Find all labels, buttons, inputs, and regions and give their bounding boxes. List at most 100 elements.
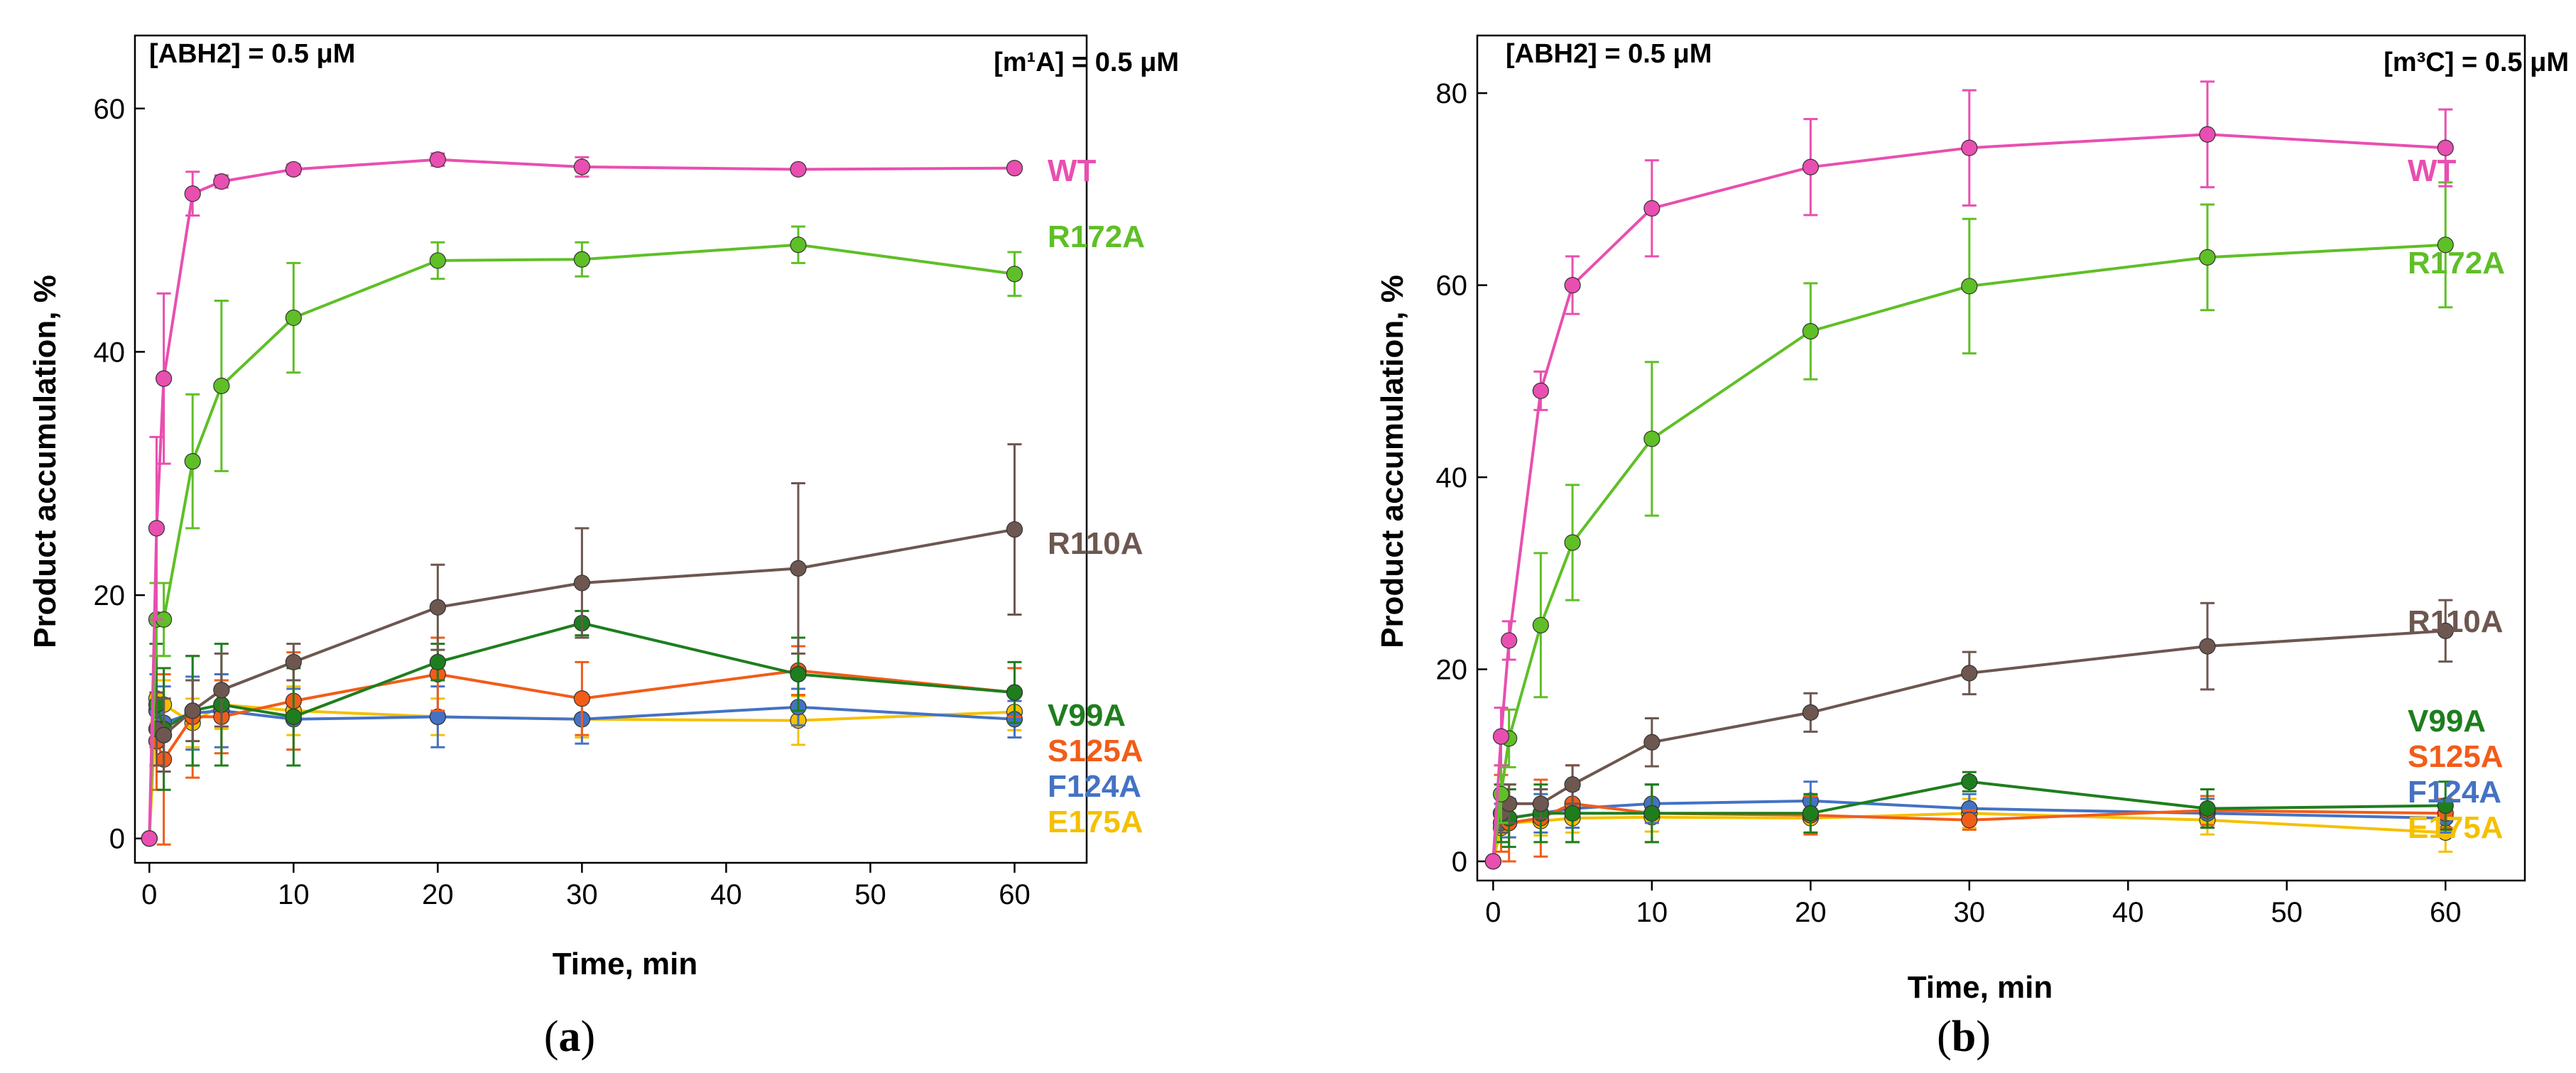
data-point-wt	[1484, 853, 1501, 870]
data-point-v99a	[1643, 805, 1661, 822]
data-point-wt	[148, 520, 165, 537]
data-point-r110a	[1006, 521, 1023, 538]
data-point-wt	[2199, 126, 2216, 143]
data-point-v99a	[1564, 805, 1581, 822]
data-point-r110a	[2199, 638, 2216, 655]
series-label-v99a: V99A	[2408, 704, 2486, 739]
y-tick-label: 20	[94, 580, 126, 611]
data-point-r110a	[2437, 622, 2454, 640]
panel-b-plot-frame	[1476, 34, 2526, 882]
data-point-r110a	[213, 682, 230, 699]
series-wt	[141, 151, 1023, 847]
data-point-r110a	[790, 560, 807, 577]
data-point-wt	[1643, 200, 1661, 217]
x-tick-label: 20	[1795, 897, 1827, 928]
series-label-f124a: F124A	[2408, 775, 2501, 810]
data-point-wt	[429, 151, 446, 168]
x-tick-label: 10	[278, 879, 310, 910]
x-tick-label: 50	[2271, 897, 2303, 928]
data-point-r172a	[1492, 785, 1510, 802]
data-point-r110a	[573, 574, 590, 592]
panel-b-x-axis-title: Time, min	[1908, 970, 2053, 1005]
data-point-wt	[1006, 160, 1023, 177]
data-point-wt	[213, 173, 230, 190]
panel-b-caption-letter: b	[1952, 1013, 1976, 1061]
series-label-r172a: R172A	[1048, 219, 1145, 254]
data-point-r110a	[1802, 704, 1819, 721]
data-point-r172a	[1961, 278, 1978, 295]
series-wt	[1484, 80, 2454, 870]
panel-b-header-left: [ABH2] = 0.5 μM	[1506, 39, 1712, 69]
panel-a-plot-frame	[134, 34, 1088, 864]
x-tick-label: 20	[422, 879, 454, 910]
data-point-r172a	[429, 252, 446, 269]
data-point-v99a	[1006, 684, 1023, 701]
panel-b-caption: (b)	[1937, 1013, 1991, 1061]
series-label-e175a: E175A	[2408, 810, 2504, 845]
panel-b-header-right: [m³C] = 0.5 μM	[2384, 48, 2569, 77]
panel-a-series	[141, 151, 1023, 847]
series-label-r110a: R110A	[1048, 526, 1143, 561]
series-line-wt	[148, 158, 1015, 839]
y-tick-label: 80	[1436, 78, 1468, 109]
panel-b-y-axis-title: Product accumulation, %	[1375, 275, 1410, 648]
data-point-r110a	[184, 702, 201, 719]
data-point-r172a	[790, 236, 807, 254]
x-tick-label: 0	[1485, 897, 1501, 928]
data-point-wt	[573, 158, 590, 175]
data-point-r172a	[1802, 322, 1819, 340]
data-point-r172a	[2437, 236, 2454, 254]
x-tick-label: 60	[2430, 897, 2462, 928]
data-point-wt	[285, 160, 302, 178]
data-point-v99a	[2437, 797, 2454, 815]
data-point-r172a	[1564, 534, 1581, 551]
series-label-s125a: S125A	[1048, 734, 1143, 768]
panel-a-x-ticks: 0 10 20 30 40 50 60	[141, 863, 1031, 910]
data-point-r172a	[1532, 616, 1549, 633]
series-label-wt: WT	[2408, 153, 2457, 188]
data-point-r110a	[1961, 665, 1978, 682]
panel-a-header-left: [ABH2] = 0.5 μM	[149, 39, 355, 69]
y-tick-label: 20	[1436, 655, 1468, 686]
y-tick-label: 40	[94, 337, 126, 368]
series-r110a	[1492, 599, 2454, 834]
data-point-r110a	[285, 653, 302, 670]
data-point-r172a	[184, 453, 201, 470]
data-point-s125a	[573, 690, 590, 707]
data-point-s125a	[1961, 812, 1978, 829]
data-point-v99a	[2199, 800, 2216, 817]
data-point-r110a	[429, 599, 446, 616]
data-point-v99a	[790, 665, 807, 683]
data-point-wt	[1564, 276, 1581, 294]
series-r172a	[1484, 181, 2454, 870]
panel-a-caption: (a)	[544, 1013, 595, 1061]
data-point-wt	[1961, 139, 1978, 156]
data-point-r172a	[2199, 249, 2216, 266]
data-point-wt	[156, 370, 173, 387]
panel-b: [ABH2] = 0.5 μM [m³C] = 0.5 μM 0 20 40 60 80…	[1375, 34, 2569, 1061]
series-label-e175a: E175A	[1048, 805, 1143, 839]
panel-b-x-ticks: 0 10 20 30 40 50 60	[1485, 881, 2462, 928]
x-tick-label: 10	[1636, 897, 1668, 928]
data-point-wt	[141, 830, 158, 847]
y-tick-label: 60	[1436, 271, 1468, 302]
series-label-r172a: R172A	[2408, 246, 2505, 280]
data-point-wt	[1802, 158, 1819, 175]
y-tick-label: 60	[94, 94, 126, 125]
data-point-r172a	[1006, 266, 1023, 283]
x-tick-label: 60	[999, 879, 1031, 910]
data-point-wt	[2437, 139, 2454, 156]
series-label-v99a: V99A	[1048, 698, 1126, 733]
series-label-s125a: S125A	[2408, 739, 2504, 774]
data-point-r110a	[1532, 795, 1549, 812]
panel-b-series	[1484, 80, 2454, 870]
x-tick-label: 30	[566, 879, 598, 910]
series-label-f124a: F124A	[1048, 769, 1141, 804]
data-point-r172a	[213, 377, 230, 395]
y-tick-label: 0	[1452, 846, 1467, 878]
data-point-r172a	[573, 251, 590, 268]
x-tick-label: 30	[1954, 897, 1986, 928]
